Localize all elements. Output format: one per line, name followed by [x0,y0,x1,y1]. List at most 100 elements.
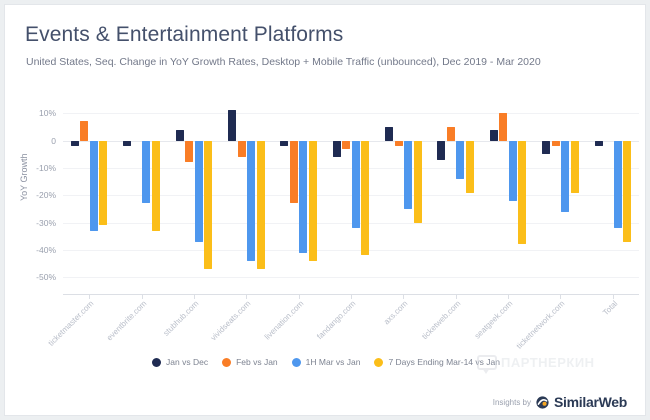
bar[interactable] [518,140,527,245]
bar[interactable] [185,140,194,163]
bar[interactable] [237,140,246,157]
bar[interactable] [508,140,517,201]
bar[interactable] [385,126,394,141]
x-axis-tick [560,294,562,299]
legend-item[interactable]: Jan vs Dec [152,357,208,367]
watermark: ПАРТНЕРКИН [477,355,595,374]
y-axis-tick-label: -10% [36,162,56,173]
bar[interactable] [489,129,498,141]
bar[interactable] [594,140,603,147]
bar[interactable] [404,140,413,209]
bar[interactable] [228,110,236,141]
x-axis-tick [508,294,510,299]
bar-group [482,105,534,291]
watermark-text: ПАРТНЕРКИН [501,355,595,370]
legend-label: Feb vs Jan [236,357,278,367]
bar[interactable] [247,140,255,261]
bar[interactable] [151,140,160,231]
legend-color-swatch [222,357,232,367]
legend-item[interactable]: Feb vs Jan [222,357,278,367]
bar-group [115,105,167,291]
bar[interactable] [256,140,265,270]
gridline [63,195,639,197]
gridline [63,140,639,142]
gridline [63,113,639,115]
gridline [63,167,639,169]
x-axis-tick [89,294,91,299]
bar[interactable] [551,140,560,147]
legend-item[interactable]: 7 Days Ending Mar-14 vs Jan [374,357,500,367]
y-axis-tick-label: -50% [36,272,56,283]
bar[interactable] [351,140,360,229]
legend-label: Jan vs Dec [166,357,209,367]
gridline [63,277,639,279]
legend-item[interactable]: 1H Mar vs Jan [291,357,361,367]
bar[interactable] [394,140,403,147]
speech-bubble-icon [477,355,497,374]
plot-area: 10% 0 -10% -20% -30% -40% -50% [36,105,639,291]
bar[interactable] [499,113,508,141]
bar-group [534,105,586,291]
x-axis-tick [298,294,300,299]
bar[interactable] [289,140,298,204]
x-axis-tick [351,294,352,299]
bar[interactable] [465,140,474,193]
bar-group [430,105,482,291]
brand-name: SimilarWeb [554,394,627,410]
bar[interactable] [175,129,184,141]
bar[interactable] [437,140,446,160]
x-axis-tick [141,294,143,299]
bar[interactable] [142,140,151,204]
legend-color-swatch [152,357,162,367]
bar[interactable] [561,140,570,212]
bar[interactable] [613,140,622,229]
bar[interactable] [623,140,632,242]
x-axis-tick [193,294,195,299]
x-axis-tick [455,294,457,299]
bar[interactable] [280,140,289,147]
x-axis-tick [612,294,614,299]
similarweb-logo-icon [536,395,549,409]
y-axis-tick-label: 10% [38,108,56,119]
bar-group [325,105,377,291]
legend-color-swatch [374,357,384,367]
y-axis-tick-label: -20% [36,190,56,201]
page-title: Events & Entertainment Platforms [25,23,344,46]
bar[interactable] [204,140,213,270]
y-axis-title: YoY Growth [19,153,29,201]
bar[interactable] [70,140,79,147]
bar[interactable] [456,140,465,179]
chart-subtitle: United States, Seq. Change in YoY Growth… [26,56,541,68]
bar-group [220,105,272,291]
bar[interactable] [89,140,98,231]
y-axis-tick-label: -40% [36,244,56,255]
gridline [63,222,639,224]
bar[interactable] [308,140,317,261]
bar[interactable] [570,140,579,193]
bar[interactable] [446,126,455,141]
bar[interactable] [299,140,308,253]
gridline [63,249,639,251]
bar[interactable] [123,140,132,147]
chart-card: Events & Entertainment Platforms United … [4,4,646,416]
x-axis-tick [403,294,405,299]
bar[interactable] [194,140,203,242]
bar-group [63,105,115,291]
bar[interactable] [342,140,351,149]
bar[interactable] [332,140,341,157]
bar[interactable] [542,140,551,155]
legend-color-swatch [291,357,301,367]
bar-group [168,105,220,291]
brand-prefix: Insights by [492,397,531,407]
brand-footer: Insights by SimilarWeb [492,394,628,410]
bar[interactable] [80,121,89,141]
y-axis-tick-label: -30% [36,217,56,228]
legend-label: 1H Mar vs Jan [305,357,361,367]
bar-group [377,105,429,291]
legend-label: 7 Days Ending Mar-14 vs Jan [388,357,500,367]
bar[interactable] [361,140,370,256]
bar[interactable] [413,140,422,223]
y-axis-tick-label: 0 [51,135,56,146]
bar[interactable] [99,140,108,226]
x-axis-tick [246,294,248,299]
